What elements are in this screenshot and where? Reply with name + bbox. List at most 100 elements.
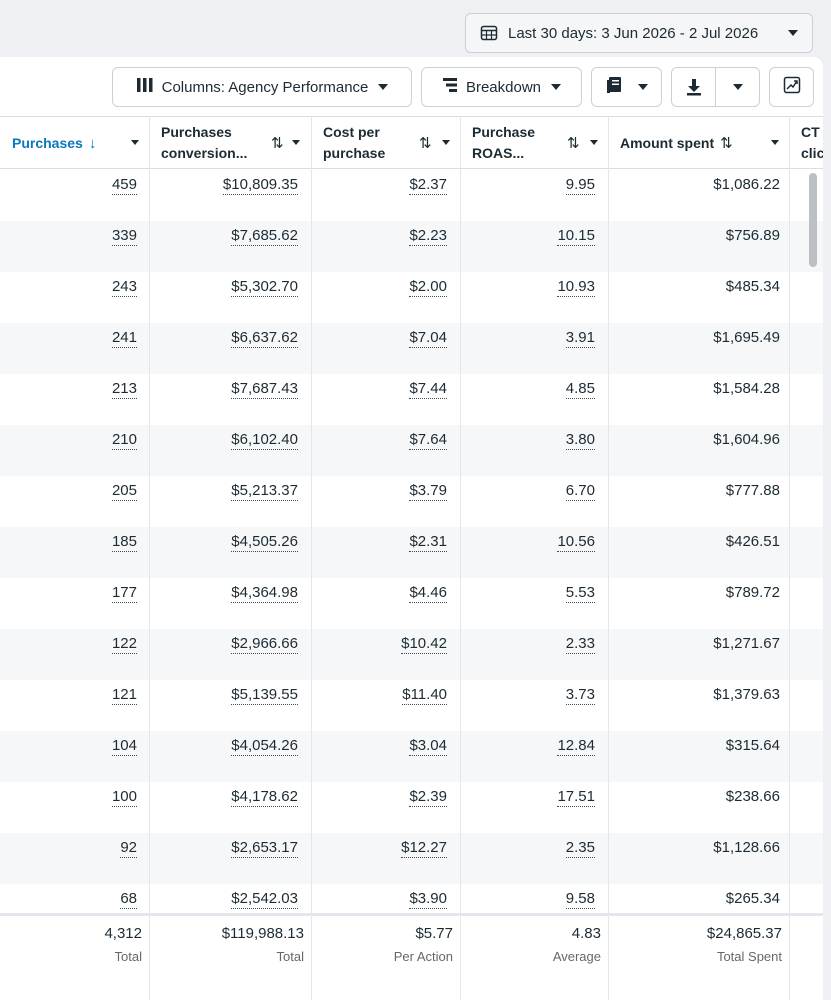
- cell-value[interactable]: $4,054.26: [231, 737, 298, 756]
- chevron-down-icon[interactable]: [442, 140, 450, 145]
- table-row[interactable]: 459 $10,809.35 $2.37 9.95 $1,086.22: [0, 170, 823, 221]
- table-cell[interactable]: $3.90: [312, 884, 447, 914]
- cell-value[interactable]: 213: [111, 380, 137, 399]
- cell-value[interactable]: $11.40: [402, 686, 447, 705]
- cell-value[interactable]: $3.90: [409, 890, 447, 909]
- chevron-down-icon[interactable]: [131, 140, 139, 145]
- reports-button[interactable]: [591, 67, 662, 107]
- table-cell[interactable]: $10,809.35: [150, 170, 298, 200]
- cell-value[interactable]: 2.33: [565, 635, 595, 654]
- table-cell[interactable]: $5,139.55: [150, 680, 298, 710]
- cell-value[interactable]: 185: [111, 533, 137, 552]
- cell-value[interactable]: $6,637.62: [231, 329, 298, 348]
- cell-value[interactable]: $4,178.62: [231, 788, 298, 807]
- cell-value[interactable]: 243: [111, 278, 137, 297]
- cell-value[interactable]: $5,213.37: [231, 482, 298, 501]
- cell-value[interactable]: $7.44: [409, 380, 447, 399]
- cell-value[interactable]: 100: [111, 788, 137, 807]
- sort-descending-icon[interactable]: ↓: [88, 134, 97, 152]
- cell-value[interactable]: 10.56: [557, 533, 595, 552]
- sort-icon[interactable]: ⇅: [271, 135, 284, 152]
- table-cell[interactable]: 185: [0, 527, 137, 557]
- table-cell[interactable]: 17.51: [461, 782, 595, 812]
- table-row[interactable]: 185 $4,505.26 $2.31 10.56 $426.51: [0, 527, 823, 578]
- column-header-purchase-roas[interactable]: Purchase ROAS... ⇅: [472, 117, 608, 169]
- cell-value[interactable]: 241: [111, 329, 137, 348]
- breakdown-button[interactable]: Breakdown: [421, 67, 582, 107]
- sort-icon[interactable]: ⇅: [567, 135, 580, 152]
- table-cell[interactable]: 3.80: [461, 425, 595, 455]
- table-cell[interactable]: $2.23: [312, 221, 447, 251]
- cell-value[interactable]: $5,139.55: [231, 686, 298, 705]
- chevron-down-icon[interactable]: [590, 140, 598, 145]
- column-header-amount-spent[interactable]: Amount spent ⇅: [620, 117, 789, 169]
- cell-value[interactable]: 68: [120, 890, 137, 909]
- table-cell[interactable]: 10.93: [461, 272, 595, 302]
- table-cell[interactable]: 100: [0, 782, 137, 812]
- cell-value[interactable]: 9.95: [565, 176, 595, 195]
- table-cell[interactable]: 213: [0, 374, 137, 404]
- cell-value[interactable]: $4,364.98: [231, 584, 298, 603]
- table-cell[interactable]: 122: [0, 629, 137, 659]
- table-cell[interactable]: 241: [0, 323, 137, 353]
- table-row[interactable]: 213 $7,687.43 $7.44 4.85 $1,584.28: [0, 374, 823, 425]
- date-range-button[interactable]: Last 30 days: 3 Jun 2026 - 2 Jul 2026: [465, 13, 813, 53]
- cell-value[interactable]: 3.80: [565, 431, 595, 450]
- cell-value[interactable]: $2.31: [409, 533, 447, 552]
- table-cell[interactable]: 121: [0, 680, 137, 710]
- table-cell[interactable]: 4.85: [461, 374, 595, 404]
- cell-value[interactable]: $4.46: [409, 584, 447, 603]
- cell-value[interactable]: $2.23: [409, 227, 447, 246]
- table-cell[interactable]: $4,054.26: [150, 731, 298, 761]
- table-cell[interactable]: 68: [0, 884, 137, 914]
- table-row[interactable]: 122 $2,966.66 $10.42 2.33 $1,271.67: [0, 629, 823, 680]
- table-cell[interactable]: 3.73: [461, 680, 595, 710]
- table-row[interactable]: 205 $5,213.37 $3.79 6.70 $777.88: [0, 476, 823, 527]
- table-cell[interactable]: $2,542.03: [150, 884, 298, 914]
- table-cell[interactable]: 6.70: [461, 476, 595, 506]
- chevron-down-icon[interactable]: [771, 140, 779, 145]
- cell-value[interactable]: $2,542.03: [231, 890, 298, 909]
- table-cell[interactable]: $7,687.43: [150, 374, 298, 404]
- cell-value[interactable]: $2.37: [409, 176, 447, 195]
- cell-value[interactable]: $12.27: [401, 839, 447, 858]
- table-cell[interactable]: $4,364.98: [150, 578, 298, 608]
- table-cell[interactable]: $2.00: [312, 272, 447, 302]
- table-row[interactable]: 68 $2,542.03 $3.90 9.58 $265.34: [0, 884, 823, 935]
- cell-value[interactable]: 17.51: [557, 788, 595, 807]
- table-cell[interactable]: $4,505.26: [150, 527, 298, 557]
- table-cell[interactable]: 3.91: [461, 323, 595, 353]
- cell-value[interactable]: $2.39: [409, 788, 447, 807]
- table-cell[interactable]: $5,302.70: [150, 272, 298, 302]
- table-cell[interactable]: 177: [0, 578, 137, 608]
- cell-value[interactable]: $7.04: [409, 329, 447, 348]
- cell-value[interactable]: 9.58: [565, 890, 595, 909]
- cell-value[interactable]: 12.84: [557, 737, 595, 756]
- table-cell[interactable]: $6,637.62: [150, 323, 298, 353]
- cell-value[interactable]: $5,302.70: [231, 278, 298, 297]
- cell-value[interactable]: 3.73: [565, 686, 595, 705]
- cell-value[interactable]: $3.04: [409, 737, 447, 756]
- cell-value[interactable]: $10.42: [401, 635, 447, 654]
- cell-value[interactable]: 177: [111, 584, 137, 603]
- cell-value[interactable]: $4,505.26: [231, 533, 298, 552]
- cell-value[interactable]: $2,653.17: [231, 839, 298, 858]
- table-cell[interactable]: $12.27: [312, 833, 447, 863]
- column-header-purchases-conversion[interactable]: Purchases conversion... ⇅: [161, 117, 310, 169]
- table-cell[interactable]: 9.58: [461, 884, 595, 914]
- sort-icon[interactable]: ⇅: [419, 135, 432, 152]
- table-cell[interactable]: $2.39: [312, 782, 447, 812]
- column-header-cost-per-purchase[interactable]: Cost per purchase ⇅: [323, 117, 460, 169]
- table-cell[interactable]: $6,102.40: [150, 425, 298, 455]
- table-cell[interactable]: $7.64: [312, 425, 447, 455]
- table-cell[interactable]: 10.15: [461, 221, 595, 251]
- table-cell[interactable]: 9.95: [461, 170, 595, 200]
- table-row[interactable]: 100 $4,178.62 $2.39 17.51 $238.66: [0, 782, 823, 833]
- table-cell[interactable]: $2,653.17: [150, 833, 298, 863]
- table-cell[interactable]: $3.79: [312, 476, 447, 506]
- cell-value[interactable]: 92: [120, 839, 137, 858]
- export-button[interactable]: [671, 67, 760, 107]
- table-cell[interactable]: $2.37: [312, 170, 447, 200]
- table-cell[interactable]: 2.33: [461, 629, 595, 659]
- table-cell[interactable]: 92: [0, 833, 137, 863]
